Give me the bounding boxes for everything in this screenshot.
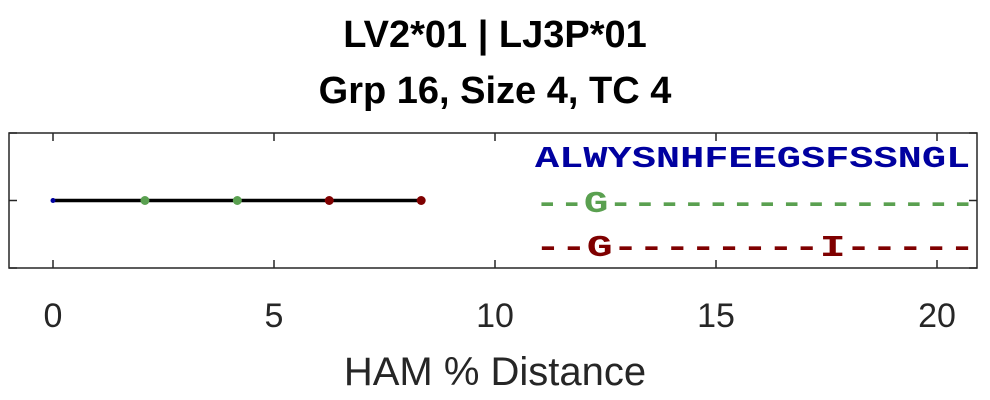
data-point	[232, 196, 242, 205]
sequence-row: ALWYSNHFEEGSFSSNGL	[535, 142, 970, 177]
x-tick-label: 0	[44, 297, 63, 335]
data-marks	[50, 196, 426, 205]
x-axis-label: HAM % Distance	[344, 350, 646, 394]
sequence-row: --G--------I-----	[535, 231, 975, 266]
data-point	[324, 196, 334, 205]
x-tick-label: 20	[918, 297, 956, 335]
sequence-alignment: ALWYSNHFEEGSFSSNGL --G--------------- --G-…	[535, 142, 975, 266]
x-tick-label: 5	[265, 297, 284, 335]
y-ticks	[9, 132, 977, 269]
sequence-text: --G--------I-----	[535, 231, 975, 266]
x-tick-label: 10	[476, 297, 514, 335]
x-ticks: 0 5 10 15 20	[44, 133, 956, 335]
sequence-row: --G---------------	[535, 187, 975, 222]
sequence-text: --G---------------	[535, 187, 975, 222]
data-point	[416, 196, 426, 205]
data-point	[140, 196, 150, 205]
data-point	[50, 198, 56, 203]
chart-title-line-1: LV2*01 | LJ3P*01	[343, 14, 647, 56]
chart-title-line-2: Grp 16, Size 4, TC 4	[318, 70, 672, 112]
x-tick-label: 15	[697, 297, 735, 335]
sequence-text: ALWYSNHFEEGSFSSNGL	[535, 142, 970, 177]
